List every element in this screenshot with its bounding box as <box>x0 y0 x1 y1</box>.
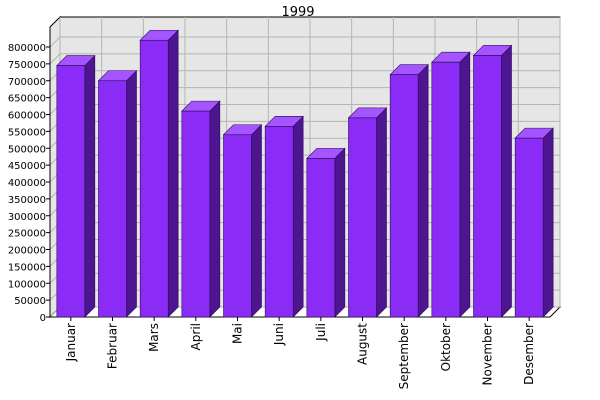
bar-front <box>223 134 252 318</box>
bar <box>306 147 346 318</box>
x-tick-label: September <box>397 323 411 389</box>
y-tick-label: 200000 <box>8 246 46 257</box>
y-tick-label: 0 <box>40 313 46 324</box>
x-tick-label: November <box>481 323 495 385</box>
gridline-side <box>49 53 61 65</box>
gridline-side <box>49 36 61 48</box>
x-tick-label: Mai <box>231 323 245 344</box>
y-tick-label: 100000 <box>8 279 46 290</box>
y-tick-label: 450000 <box>8 161 46 172</box>
chart-title: 1999 <box>281 5 314 20</box>
y-tick-label: 50000 <box>14 296 46 307</box>
bars <box>56 29 554 318</box>
bar-front <box>264 126 294 318</box>
y-tick-label: 750000 <box>8 60 46 71</box>
y-tick-label: 800000 <box>8 43 46 54</box>
y-tick-label: 400000 <box>8 178 46 189</box>
y-tick-label: 550000 <box>8 127 46 138</box>
bar-side <box>292 115 304 318</box>
bar-side <box>251 124 262 318</box>
y-tick-label: 350000 <box>8 195 46 206</box>
bar-front <box>348 117 377 318</box>
bar-front <box>139 39 169 318</box>
x-tick-label: Juni <box>272 323 286 346</box>
bar <box>431 51 471 318</box>
bar-front <box>514 137 544 318</box>
bar <box>264 115 304 318</box>
y-tick-label: 250000 <box>8 229 46 240</box>
x-tick-label: Oktober <box>439 323 453 371</box>
bar-side <box>501 44 512 318</box>
bar <box>56 54 96 318</box>
y-tick-label: 600000 <box>8 111 46 122</box>
y-tick-label: 500000 <box>8 144 46 155</box>
bar-side <box>167 29 179 318</box>
bar-front <box>181 110 211 318</box>
bar-front <box>56 65 86 318</box>
bar-side <box>376 107 387 318</box>
bar <box>389 63 429 318</box>
y-tick-label: 650000 <box>8 94 46 105</box>
bar <box>347 107 388 318</box>
x-tick-label: Desember <box>522 323 536 385</box>
y-tick-label: 150000 <box>8 262 46 273</box>
bar-side <box>459 51 471 318</box>
bar-side <box>542 127 554 318</box>
bar <box>472 44 513 318</box>
x-axis-labels: Januar Februar Mars April Mai Juni Juli August S… <box>64 317 536 389</box>
bar-front <box>431 61 461 318</box>
bar-side <box>334 147 346 318</box>
y-tick-label: 300000 <box>8 212 46 223</box>
x-tick-label: Januar <box>64 323 78 362</box>
x-tick-label: Februar <box>106 323 120 369</box>
axes <box>49 27 550 318</box>
x-tick-label: Juli <box>314 323 328 342</box>
x-tick-label: April <box>189 323 203 350</box>
bar <box>222 124 263 318</box>
bar-side <box>126 70 137 318</box>
bar-front <box>389 74 419 318</box>
bar-front <box>473 55 502 318</box>
x-tick-label: Mars <box>147 323 161 352</box>
bar-front <box>98 80 127 318</box>
bar-front <box>306 158 336 318</box>
x-tick-label: August <box>356 323 370 365</box>
bar <box>97 70 138 318</box>
bar <box>139 29 179 318</box>
bar-side <box>209 100 221 318</box>
y-tick-label: 700000 <box>8 77 46 88</box>
bar <box>181 100 221 318</box>
bar <box>514 127 554 318</box>
bar-side <box>417 63 429 318</box>
bar-side <box>84 54 96 318</box>
y-axis-ticks: 0 50000 100000 150000 200000 250000 300000 3500… <box>8 43 50 324</box>
